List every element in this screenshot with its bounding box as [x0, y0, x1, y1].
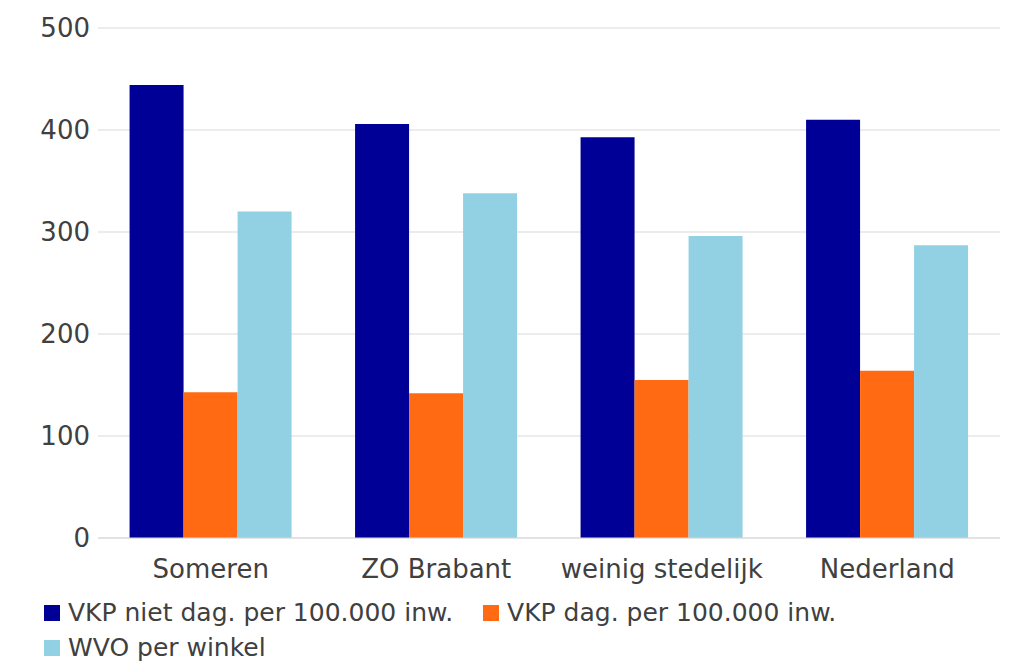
html-text:VKP dag. per 100.000 inw.: VKP dag. per 100.000 inw.: [507, 598, 837, 627]
svg-text:100: 100: [40, 421, 90, 451]
svg-text:weinig stedelijk: weinig stedelijk: [561, 554, 763, 584]
svg-text:500: 500: [40, 13, 90, 43]
svg-text:Someren: Someren: [153, 554, 269, 584]
svg-text:Nederland: Nederland: [820, 554, 955, 584]
svg-text:300: 300: [40, 217, 90, 247]
html-text:VKP niet dag. per 100.000 inw.: VKP niet dag. per 100.000 inw.: [68, 598, 454, 627]
svg-text:400: 400: [40, 115, 90, 145]
svg-text:0: 0: [73, 523, 90, 553]
svg-text:200: 200: [40, 319, 90, 349]
html-text:WVO per winkel: WVO per winkel: [68, 633, 266, 662]
svg-text:ZO Brabant: ZO Brabant: [361, 554, 511, 584]
